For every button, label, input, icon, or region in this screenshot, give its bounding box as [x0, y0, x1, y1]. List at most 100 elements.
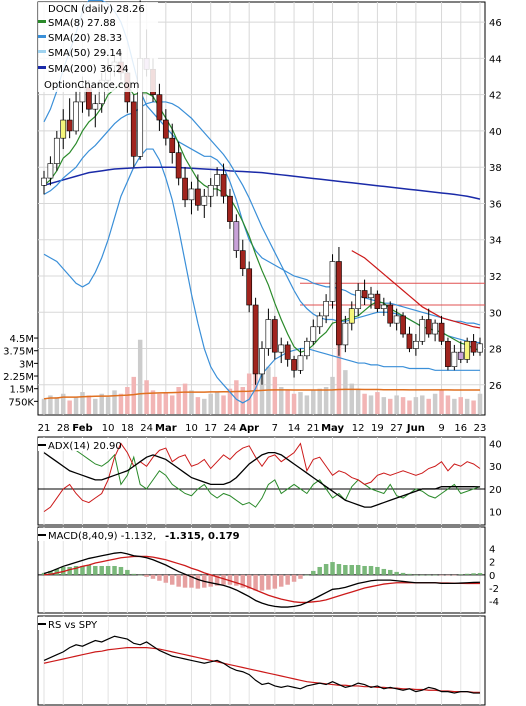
volume-bar [86, 395, 92, 414]
volume-bar [105, 397, 111, 414]
x-tick-label: 24 [224, 423, 237, 434]
macd-histogram-bar [317, 566, 322, 575]
macd-histogram-bar [195, 574, 201, 589]
x-tick-label: 19 [371, 423, 384, 434]
macd-value: -1.315, [165, 531, 205, 542]
macd-histogram-bar [80, 565, 85, 575]
volume-bar [323, 387, 329, 414]
macd-histogram-bar [349, 565, 355, 575]
candle-body [66, 119, 73, 132]
macd-histogram-bar [330, 562, 335, 575]
volume-bar [349, 383, 355, 414]
candle-body [348, 308, 355, 324]
y-tick-label: 36 [489, 199, 502, 210]
x-tick-label: 12 [352, 423, 365, 434]
macd-histogram-bar [394, 571, 399, 575]
volume-bar [272, 376, 278, 414]
macd-histogram-bar [278, 574, 284, 587]
volume-bar [80, 392, 85, 414]
candle-body [329, 261, 336, 302]
candle-body [278, 344, 285, 353]
volume-bar [259, 360, 265, 414]
candle-body [207, 185, 214, 197]
macd-histogram-bar [445, 574, 451, 576]
volume-bar [214, 392, 220, 414]
macd-histogram-bar [41, 572, 47, 575]
candle-body [477, 343, 483, 353]
legend-swatch-sma50 [38, 50, 46, 53]
x-tick-label: Apr [239, 423, 259, 434]
macd-histogram-bar [182, 574, 188, 588]
volume-bar [426, 398, 431, 414]
volume-bar [420, 395, 425, 414]
volume-bar [432, 393, 438, 414]
candle-body [271, 319, 278, 353]
macd-histogram-bar [112, 565, 117, 575]
candle-body [374, 293, 381, 309]
volume-tick-label: 3.75M [3, 347, 34, 358]
candle-body [220, 174, 227, 197]
volume-average-line [43, 388, 480, 400]
candle-body [387, 304, 394, 324]
x-tick-label: 23 [474, 423, 487, 434]
candle-body [130, 101, 137, 157]
candle-body [451, 351, 458, 367]
candle-body [438, 322, 445, 342]
volume-bar [336, 336, 342, 414]
macd-histogram-bar [240, 574, 246, 588]
macd-legend: MACD(8,40,9) -1.132, -1.315, 0.179 [38, 528, 240, 542]
legend-swatch-sma8 [38, 20, 46, 23]
x-tick-label: 9 [438, 423, 444, 434]
macd-histogram-bar [234, 574, 239, 586]
macd-histogram-bar [99, 565, 104, 575]
legend-sma200: SMA(200) 36.24 [48, 64, 129, 75]
volume-bar [93, 398, 98, 414]
volume-bar [202, 398, 207, 414]
macd-histogram-bar [266, 574, 271, 590]
adx-title: ADX(14) 20.90 [48, 441, 122, 452]
legend-sma8: SMA(8) 27.88 [48, 18, 116, 29]
volume-bar [48, 395, 53, 414]
macd-histogram-bar [407, 573, 412, 575]
x-tick-label: 14 [288, 423, 301, 434]
volume-bar [458, 397, 464, 414]
volume-bar [125, 387, 130, 414]
y-tick-label: 46 [489, 18, 502, 29]
macd-histogram-bar [169, 574, 175, 585]
macd-histogram-bar [400, 572, 406, 575]
candle-body [413, 340, 419, 349]
candle-body [445, 340, 451, 367]
candle-body [336, 261, 342, 346]
x-tick-label: 7 [272, 423, 278, 434]
macd-histogram-bar [426, 574, 431, 576]
candle-body [233, 221, 240, 251]
volume-bar [452, 398, 457, 414]
macd-histogram-bar [163, 574, 169, 583]
macd-histogram-bar [362, 565, 367, 575]
macd-line [43, 551, 481, 608]
volume-bar [407, 400, 412, 414]
adx-line [43, 451, 481, 508]
candle-body [432, 322, 438, 335]
macd-histogram-bar [272, 574, 278, 589]
macd-histogram-bar [291, 574, 297, 582]
macd-y-tick-label: 2 [489, 558, 495, 569]
macd-histogram-bar [144, 574, 149, 577]
candle-body [425, 319, 432, 335]
candle-body [368, 293, 374, 299]
macd-histogram-bar [73, 565, 79, 575]
candle-body [182, 177, 188, 201]
volume-bar [60, 393, 66, 414]
candle-body [188, 188, 195, 201]
candle-body [393, 315, 400, 324]
macd-histogram-bar [246, 574, 252, 589]
y-tick-label: 44 [489, 54, 502, 65]
volume-bar [311, 390, 316, 414]
volume-bar [381, 397, 387, 414]
x-tick-label: 27 [390, 423, 403, 434]
candle-body [419, 319, 426, 342]
volume-bar [362, 393, 367, 414]
volume-tick-label: 4.5M [9, 334, 34, 345]
x-tick-label: Feb [72, 423, 92, 434]
